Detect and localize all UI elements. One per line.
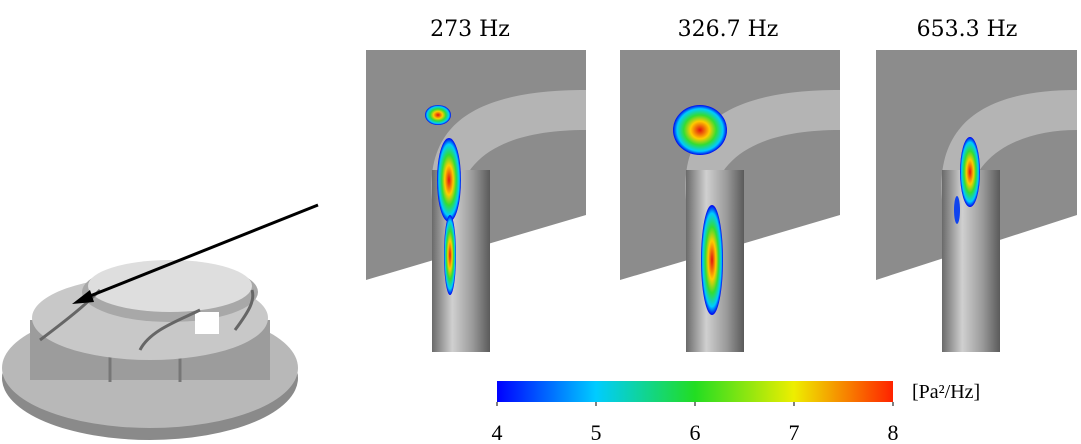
panel-title: 273 Hz <box>430 17 510 42</box>
impeller <box>2 260 298 440</box>
panel <box>366 50 586 352</box>
tick-label: 4 <box>492 420 503 444</box>
panel <box>620 50 840 352</box>
colorbar-label: [Pa²/Hz] <box>912 381 980 403</box>
tick-label: 7 <box>789 420 800 444</box>
tick-label: 5 <box>591 420 602 444</box>
colorbar <box>497 381 893 402</box>
panel <box>876 50 1077 352</box>
panel-title: 653.3 Hz <box>917 17 1018 42</box>
panel-title: 326.7 Hz <box>678 17 779 42</box>
figure: 273 Hz 326.7 Hz 653.3 Hz [Pa²/Hz] 4 5 6 7 8 <box>0 0 1081 444</box>
tick-label: 6 <box>690 420 701 444</box>
tick-label: 8 <box>888 420 899 444</box>
